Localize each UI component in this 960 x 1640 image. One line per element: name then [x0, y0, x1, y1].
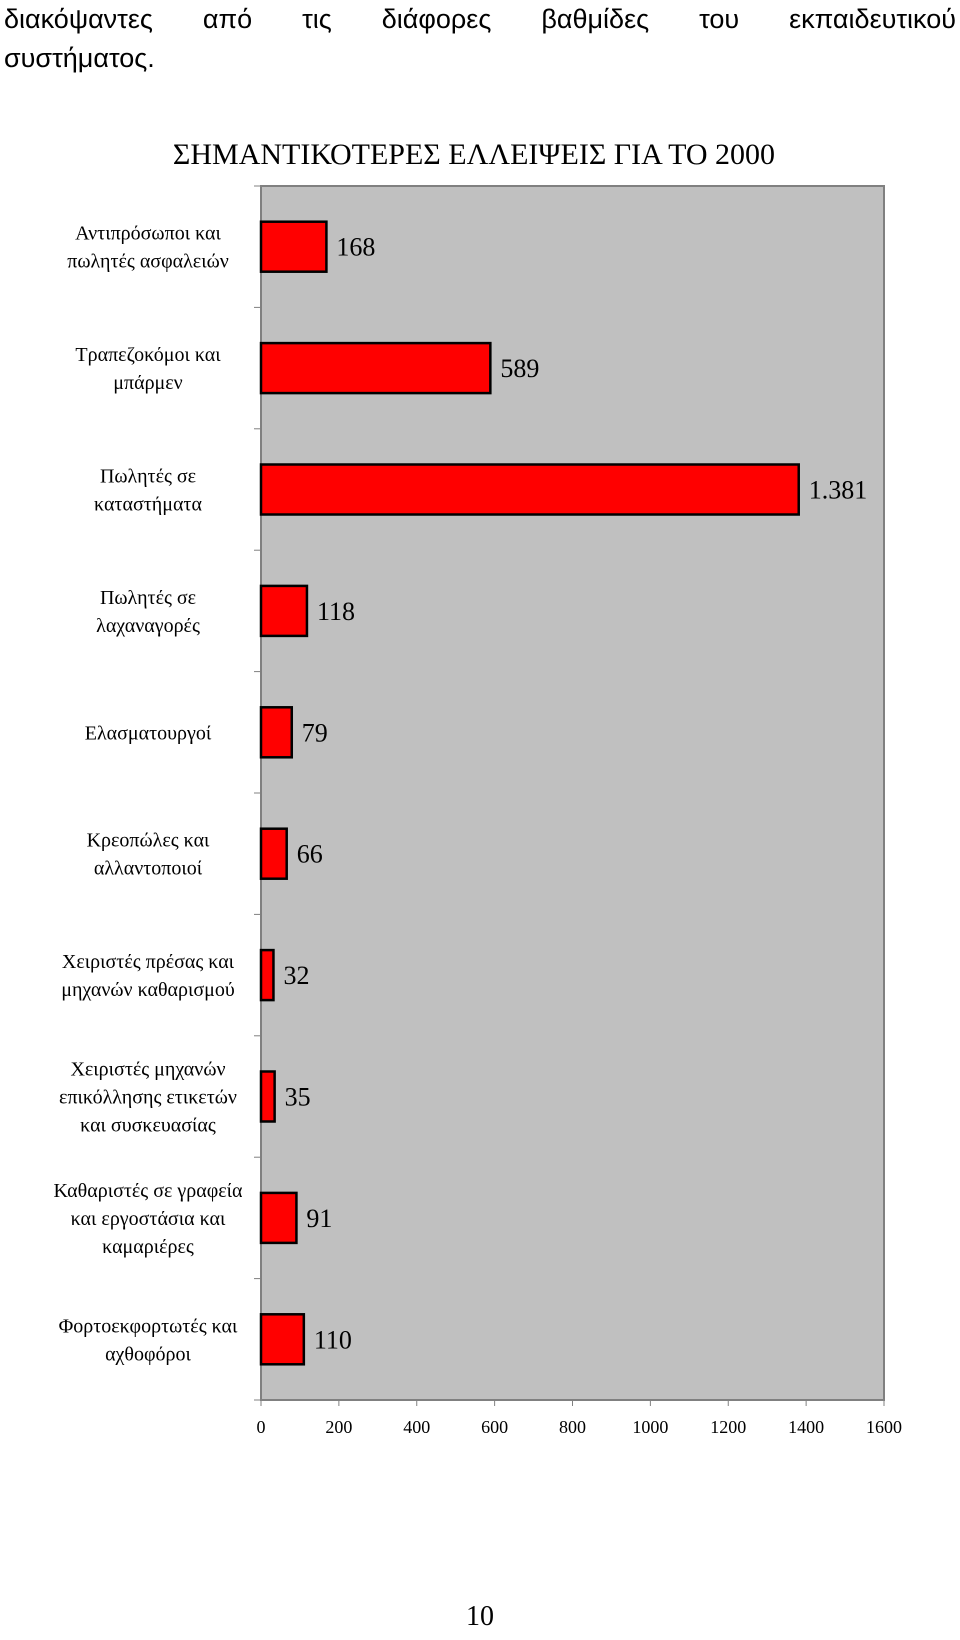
category-label: επικόλλησης ετικετών [59, 1087, 237, 1109]
chart-body: 0 200 400 600 800 1000 1200 1400 1600 168 Αντιπρόσ… [53, 185, 902, 1437]
x-tick-label: 600 [481, 1417, 508, 1437]
chart-title: ΣΗΜΑΝΤΙΚΟΤΕΡΕΣ ΕΛΛΕΙΨΕΙΣ ΓΙΑ ΤΟ 2000 [173, 138, 775, 171]
x-tick-label: 1000 [632, 1417, 668, 1437]
category-label: Φορτοεκφορτωτές και [59, 1315, 238, 1337]
x-tick-label: 1400 [788, 1417, 824, 1437]
category-label: Αντιπρόσωποι και [75, 223, 221, 245]
x-tick-label: 1600 [866, 1417, 902, 1437]
bar [259, 1070, 276, 1123]
data-label: 32 [283, 961, 309, 990]
category-label: αχθοφόροι [105, 1343, 191, 1365]
x-tick-label: 400 [403, 1417, 430, 1437]
shortages-bar-chart: ΣΗΜΑΝΤΙΚΟΤΕΡΕΣ ΕΛΛΕΙΨΕΙΣ ΓΙΑ ΤΟ 2000 0 20… [53, 138, 902, 1437]
bar [259, 706, 294, 759]
category-label: Χειριστές μηχανών [70, 1059, 225, 1081]
bar [259, 341, 492, 395]
bar [259, 584, 309, 638]
category-label: Τραπεζοκόμοι και [75, 344, 221, 366]
category-label: καμαριέρες [102, 1236, 194, 1258]
category-label: Καθαριστές σε γραφεία [53, 1180, 243, 1202]
data-label: 589 [500, 354, 539, 383]
category-label: Πωλητές σε [100, 466, 196, 488]
category-label: Πωλητές σε [100, 587, 196, 609]
x-tick-label: 800 [559, 1417, 586, 1437]
category-label: Ελασματουργοί [85, 722, 212, 744]
category-label: μπάρμεν [113, 372, 182, 394]
x-tick-label: 0 [257, 1417, 266, 1437]
data-label: 168 [336, 233, 375, 262]
x-tick-label: 1200 [710, 1417, 746, 1437]
page-number: 10 [466, 1601, 494, 1632]
category-label: μηχανών καθαρισμού [61, 979, 235, 1001]
category-label: αλλαντοποιοί [94, 858, 203, 880]
data-label: 1.381 [809, 476, 868, 505]
category-label: πωλητές ασφαλειών [67, 251, 229, 273]
data-label: 110 [314, 1325, 352, 1354]
bar [259, 948, 275, 1002]
x-tick-label: 200 [325, 1417, 352, 1437]
category-label: και εργοστάσια και [71, 1208, 226, 1230]
category-label: Χειριστές πρέσας και [62, 951, 235, 973]
bar [259, 1191, 298, 1245]
intro-line-2: συστήματος. [4, 43, 155, 73]
data-label: 66 [297, 840, 323, 869]
bar [259, 220, 328, 273]
intro-line-1: διακόψαντες από τις διάφορες βαθμίδες το… [4, 4, 956, 34]
data-label: 35 [285, 1083, 311, 1112]
data-label: 91 [306, 1204, 332, 1233]
data-label: 118 [317, 597, 355, 626]
category-label: και συσκευασίας [80, 1115, 216, 1137]
category-label: λαχαναγορές [96, 615, 200, 637]
bar [259, 1313, 306, 1366]
data-label: 79 [302, 718, 328, 747]
intro-paragraph: διακόψαντες από τις διάφορες βαθμίδες το… [4, 0, 956, 78]
bar [259, 463, 800, 516]
category-label: καταστήματα [94, 494, 202, 516]
bar [259, 827, 288, 880]
category-label: Κρεοπώλες και [87, 830, 210, 852]
